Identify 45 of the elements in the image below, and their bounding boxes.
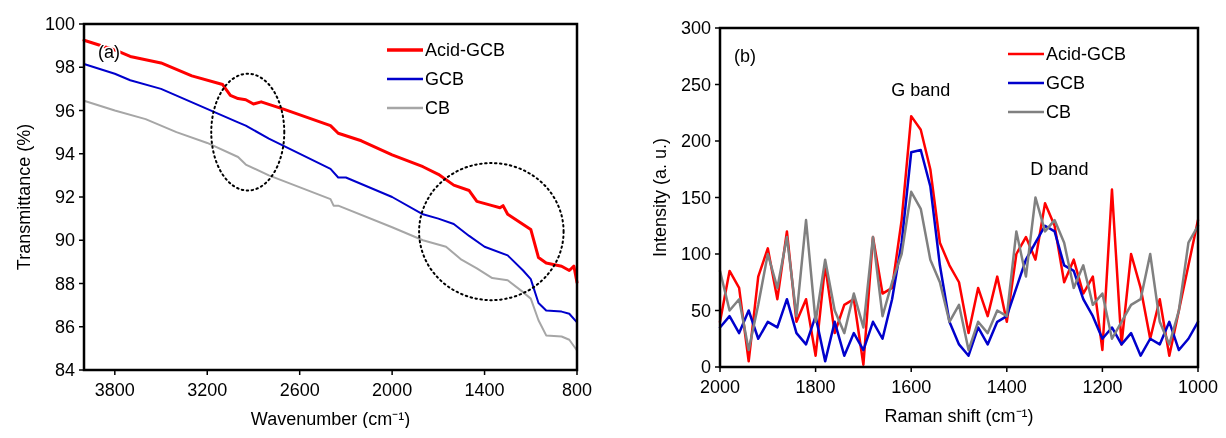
y-tick-label: 92: [54, 187, 75, 207]
y-tick-label: 88: [54, 273, 75, 294]
x-tick-label: 800: [561, 380, 593, 400]
legend-label: CB: [1046, 102, 1072, 122]
line-series: [82, 38, 579, 284]
x-axis-title: Wavenumber (cm⁻¹): [250, 409, 411, 429]
x-tick-label: 1200: [1082, 377, 1123, 397]
x-tick-label: 1000: [1177, 377, 1219, 397]
y-tick-label: 200: [680, 131, 711, 151]
y-axis-title: Intensity (a. u.): [650, 137, 670, 258]
x-tick-label: 3800: [94, 380, 135, 400]
annotation: (b): [734, 46, 756, 66]
x-tick-label: 2600: [279, 380, 320, 400]
annotation: D band: [1030, 158, 1089, 179]
x-tick-label: 1800: [795, 377, 836, 397]
y-tick-label: 100: [680, 244, 711, 264]
line-series: [83, 99, 578, 352]
legend-label: Acid-GCB: [1046, 44, 1127, 64]
y-tick-label: 94: [54, 143, 75, 164]
x-tick-label: 1400: [464, 380, 505, 400]
y-tick-label: 300: [680, 18, 711, 38]
x-tick-label: 1600: [891, 377, 932, 397]
x-tick-label: 1400: [986, 377, 1027, 397]
y-tick-label: 50: [690, 300, 711, 321]
y-tick-label: 98: [54, 57, 75, 78]
x-tick-label: 2000: [372, 380, 413, 400]
y-tick-label: 100: [44, 14, 75, 34]
y-tick-label: 90: [54, 230, 75, 251]
x-axis-title: Raman shift (cm⁻¹): [884, 406, 1034, 426]
x-tick-label: 3200: [187, 380, 228, 400]
x-tick-label: 2000: [699, 377, 741, 397]
line-series: [83, 63, 578, 324]
legend-label: GCB: [1046, 73, 1086, 93]
y-tick-label: 86: [54, 316, 75, 337]
y-tick-label: 0: [700, 357, 711, 377]
line-series: [718, 190, 1200, 352]
legend-label: Acid-GCB: [425, 40, 506, 60]
legend-label: GCB: [425, 69, 465, 89]
annotation: G band: [891, 79, 951, 100]
y-axis-title: Transmittance (%): [14, 123, 34, 271]
legend-label: CB: [425, 98, 451, 118]
y-tick-label: 96: [54, 100, 75, 121]
y-tick-label: 150: [680, 187, 711, 208]
y-tick-label: 84: [54, 360, 75, 380]
y-tick-label: 250: [680, 74, 711, 95]
